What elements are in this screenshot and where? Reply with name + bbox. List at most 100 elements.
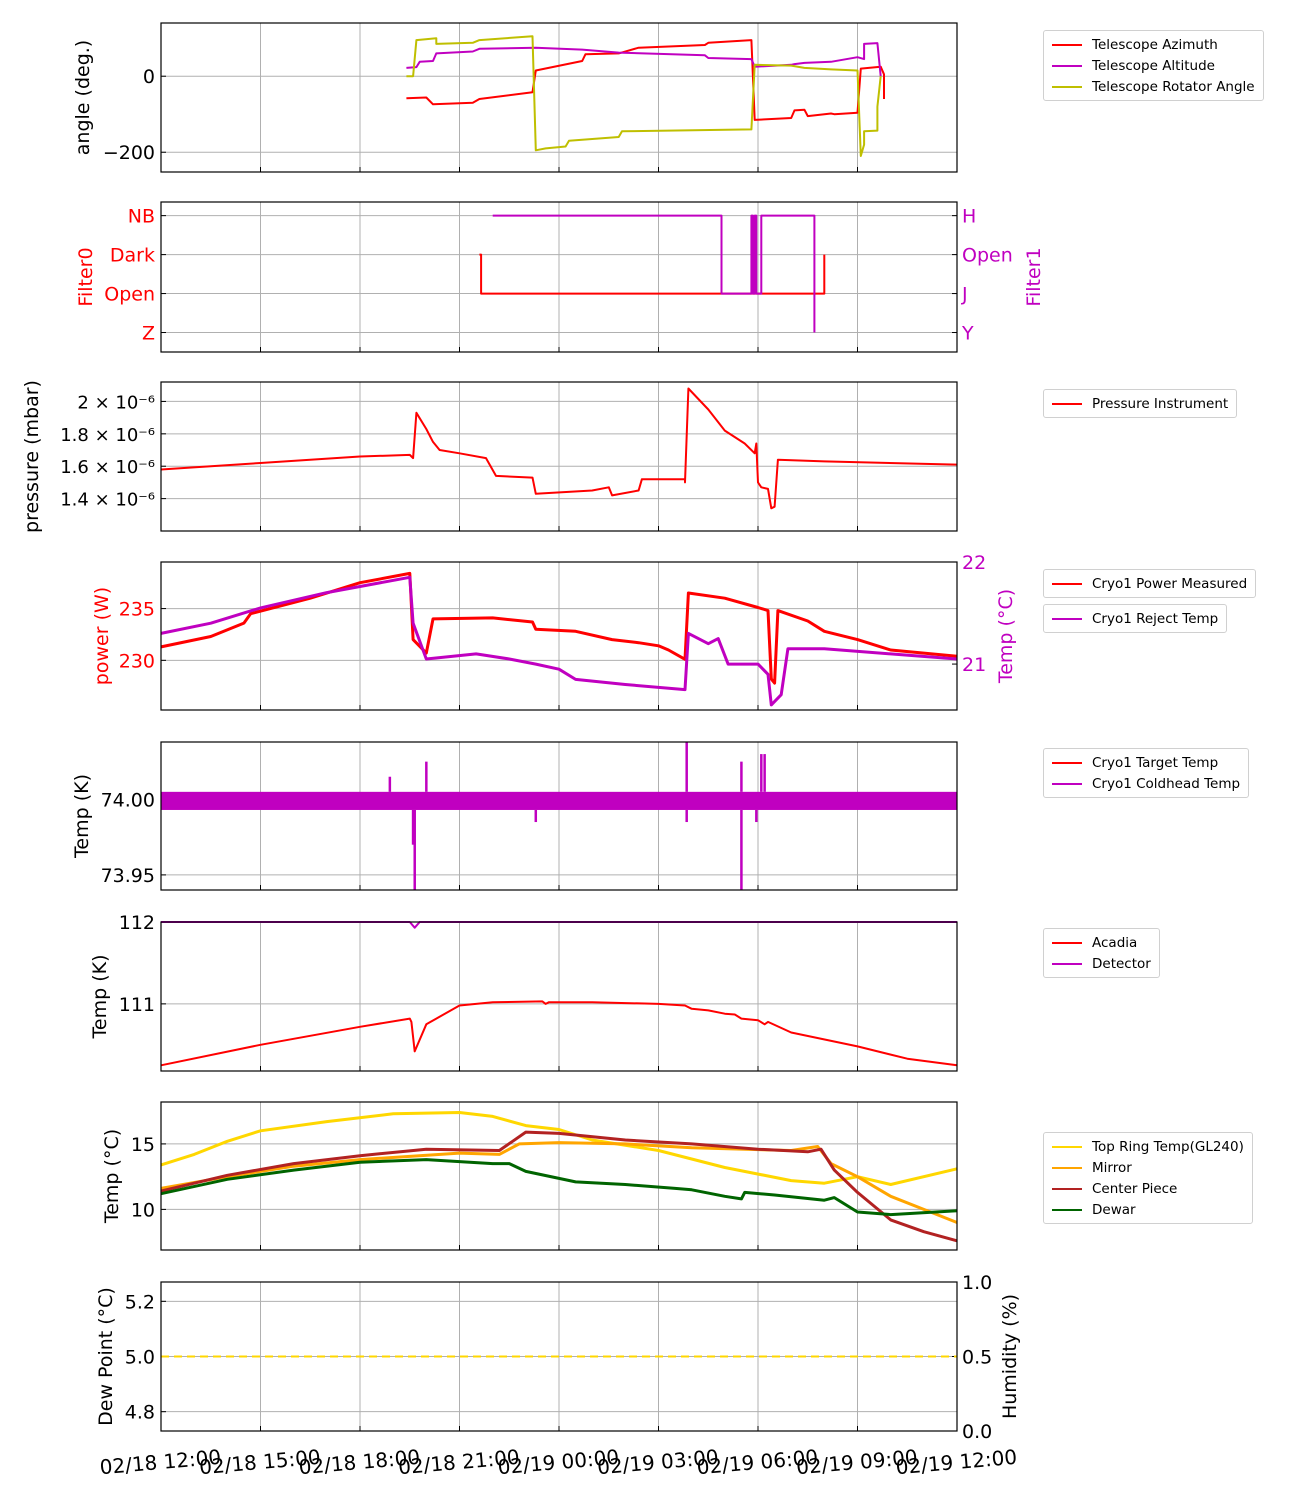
- legend-item: Center Piece: [1052, 1178, 1244, 1199]
- y-axis-label-right: Humidity (%): [999, 1294, 1021, 1419]
- series-telescope-rotator-angle: [406, 35, 882, 157]
- legend-item: Telescope Azimuth: [1052, 34, 1255, 55]
- y-tick-label-right: H: [962, 206, 976, 228]
- plot-frame: [160, 561, 958, 711]
- legend-swatch: [1052, 582, 1082, 585]
- y-tick-label: 230: [119, 650, 155, 672]
- y-axis-label-right: Filter1: [1023, 247, 1045, 306]
- y-axis-label: Dew Point (°C): [95, 1287, 117, 1426]
- legend-item: Telescope Rotator Angle: [1052, 76, 1255, 97]
- legend-item: Cryo1 Target Temp: [1052, 752, 1240, 773]
- legend-item: Detector: [1052, 953, 1151, 974]
- y-tick-label-right: 0.0: [962, 1421, 992, 1443]
- legend-label: Dewar: [1092, 1201, 1136, 1218]
- y-tick-label: 73.95: [101, 865, 155, 887]
- series-cryo1-power-measured: [160, 571, 958, 685]
- series-cryo1-reject-temp: [160, 575, 958, 707]
- y-tick-label: 5.2: [125, 1291, 155, 1313]
- y-tick-label: 1.6 × 10⁻⁶: [60, 457, 155, 478]
- y-tick-label: 15: [131, 1134, 155, 1156]
- legend-label: Top Ring Temp(GL240): [1092, 1138, 1244, 1155]
- legend-item: Mirror: [1052, 1157, 1244, 1178]
- series-pressure-instrument: [160, 387, 958, 510]
- legend-label: Telescope Rotator Angle: [1092, 78, 1255, 95]
- plot-frame: [160, 741, 958, 891]
- plot-frame: [160, 1281, 958, 1432]
- legend-label: Telescope Altitude: [1092, 57, 1215, 74]
- plot-frame: [160, 1101, 958, 1251]
- y-tick-label: 2 × 10⁻⁶: [77, 392, 155, 413]
- legend-telescope: Telescope Azimuth Telescope Altitude Tel…: [1043, 30, 1264, 101]
- panel-filters: [160, 201, 958, 353]
- series-dewar: [160, 1158, 958, 1217]
- series-top-ring-temp-gl240: [160, 1111, 958, 1186]
- legend-item: Telescope Altitude: [1052, 55, 1255, 76]
- legend-detector: Acadia Detector: [1043, 928, 1160, 978]
- legend-swatch: [1052, 1187, 1082, 1190]
- legend-label: Cryo1 Power Measured: [1092, 575, 1248, 592]
- legend-swatch: [1052, 782, 1082, 785]
- legend-swatch: [1052, 962, 1082, 965]
- legend-label: Center Piece: [1092, 1180, 1178, 1197]
- y-axis-label: Temp (°C): [101, 1129, 123, 1224]
- y-tick-label: 0: [143, 66, 155, 88]
- y-tick-label: −200: [103, 142, 155, 164]
- legend-item: Acadia: [1052, 932, 1151, 953]
- legend-label: Cryo1 Coldhead Temp: [1092, 775, 1241, 792]
- legend-swatch: [1052, 64, 1082, 67]
- y-tick-label: 74.00: [101, 789, 155, 811]
- series-acadia: [160, 1000, 958, 1067]
- legend-item: Cryo1 Reject Temp: [1052, 608, 1218, 629]
- y-tick-label: 1.4 × 10⁻⁶: [60, 490, 155, 511]
- legend-label: Mirror: [1092, 1159, 1132, 1176]
- legend-label: Telescope Azimuth: [1092, 36, 1218, 53]
- legend-item: Cryo1 Power Measured: [1052, 573, 1247, 594]
- panel-cryo-power: [160, 561, 958, 711]
- legend-swatch: [1052, 617, 1082, 620]
- y-axis-label: Temp (K): [89, 955, 111, 1040]
- legend-swatch: [1052, 85, 1082, 88]
- y-tick-label-right: 22: [962, 552, 986, 574]
- legend-swatch: [1052, 43, 1082, 46]
- legend-label: Cryo1 Target Temp: [1092, 754, 1219, 771]
- panel-pressure: [160, 381, 958, 532]
- legend-swatch: [1052, 1208, 1082, 1211]
- legend-swatch: [1052, 402, 1082, 405]
- panel-cryo-temp: [160, 741, 958, 891]
- panel-detector: [160, 921, 958, 1072]
- legend-cryo-power: Cryo1 Power Measured: [1043, 569, 1257, 598]
- y-tick-label-right: J: [961, 284, 968, 306]
- legend-swatch: [1052, 1166, 1082, 1169]
- legend-item: Cryo1 Coldhead Temp: [1052, 773, 1240, 794]
- y-tick-label-right: 1.0: [962, 1272, 992, 1294]
- y-axis-label: power (W): [91, 587, 113, 685]
- series-center-piece: [160, 1130, 958, 1243]
- legend-swatch: [1052, 761, 1082, 764]
- legend-swatch: [1052, 1145, 1082, 1148]
- y-tick-label-right: 0.5: [962, 1347, 992, 1369]
- series-cryo1-coldhead-temp: [161, 791, 957, 810]
- y-axis-label: Filter0: [75, 247, 97, 306]
- y-tick-label: 10: [131, 1199, 155, 1221]
- y-tick-label: 4.8: [125, 1402, 155, 1424]
- y-tick-label: 5.0: [125, 1347, 155, 1369]
- legend-cryo-reject: Cryo1 Reject Temp: [1043, 604, 1228, 633]
- series-telescope-altitude: [406, 42, 882, 77]
- panel-dewpoint: [160, 1281, 958, 1432]
- y-tick-label: Z: [142, 323, 155, 345]
- plot-frame: [160, 201, 958, 353]
- plot-frame: [160, 381, 958, 532]
- y-axis-label: angle (deg.): [72, 40, 94, 155]
- y-tick-label: 112: [119, 912, 155, 934]
- legend-item: Dewar: [1052, 1199, 1244, 1220]
- y-axis-label: pressure (mbar): [21, 380, 43, 533]
- legend-label: Detector: [1092, 955, 1151, 972]
- series-filter0: [479, 253, 826, 295]
- series-filter1: [492, 214, 816, 333]
- y-tick-label-right: Open: [962, 245, 1013, 267]
- y-tick-label: Open: [104, 284, 155, 306]
- y-tick-label: 235: [119, 599, 155, 621]
- panel-telescope-temps: [160, 1101, 958, 1251]
- y-tick-label: 111: [119, 994, 155, 1016]
